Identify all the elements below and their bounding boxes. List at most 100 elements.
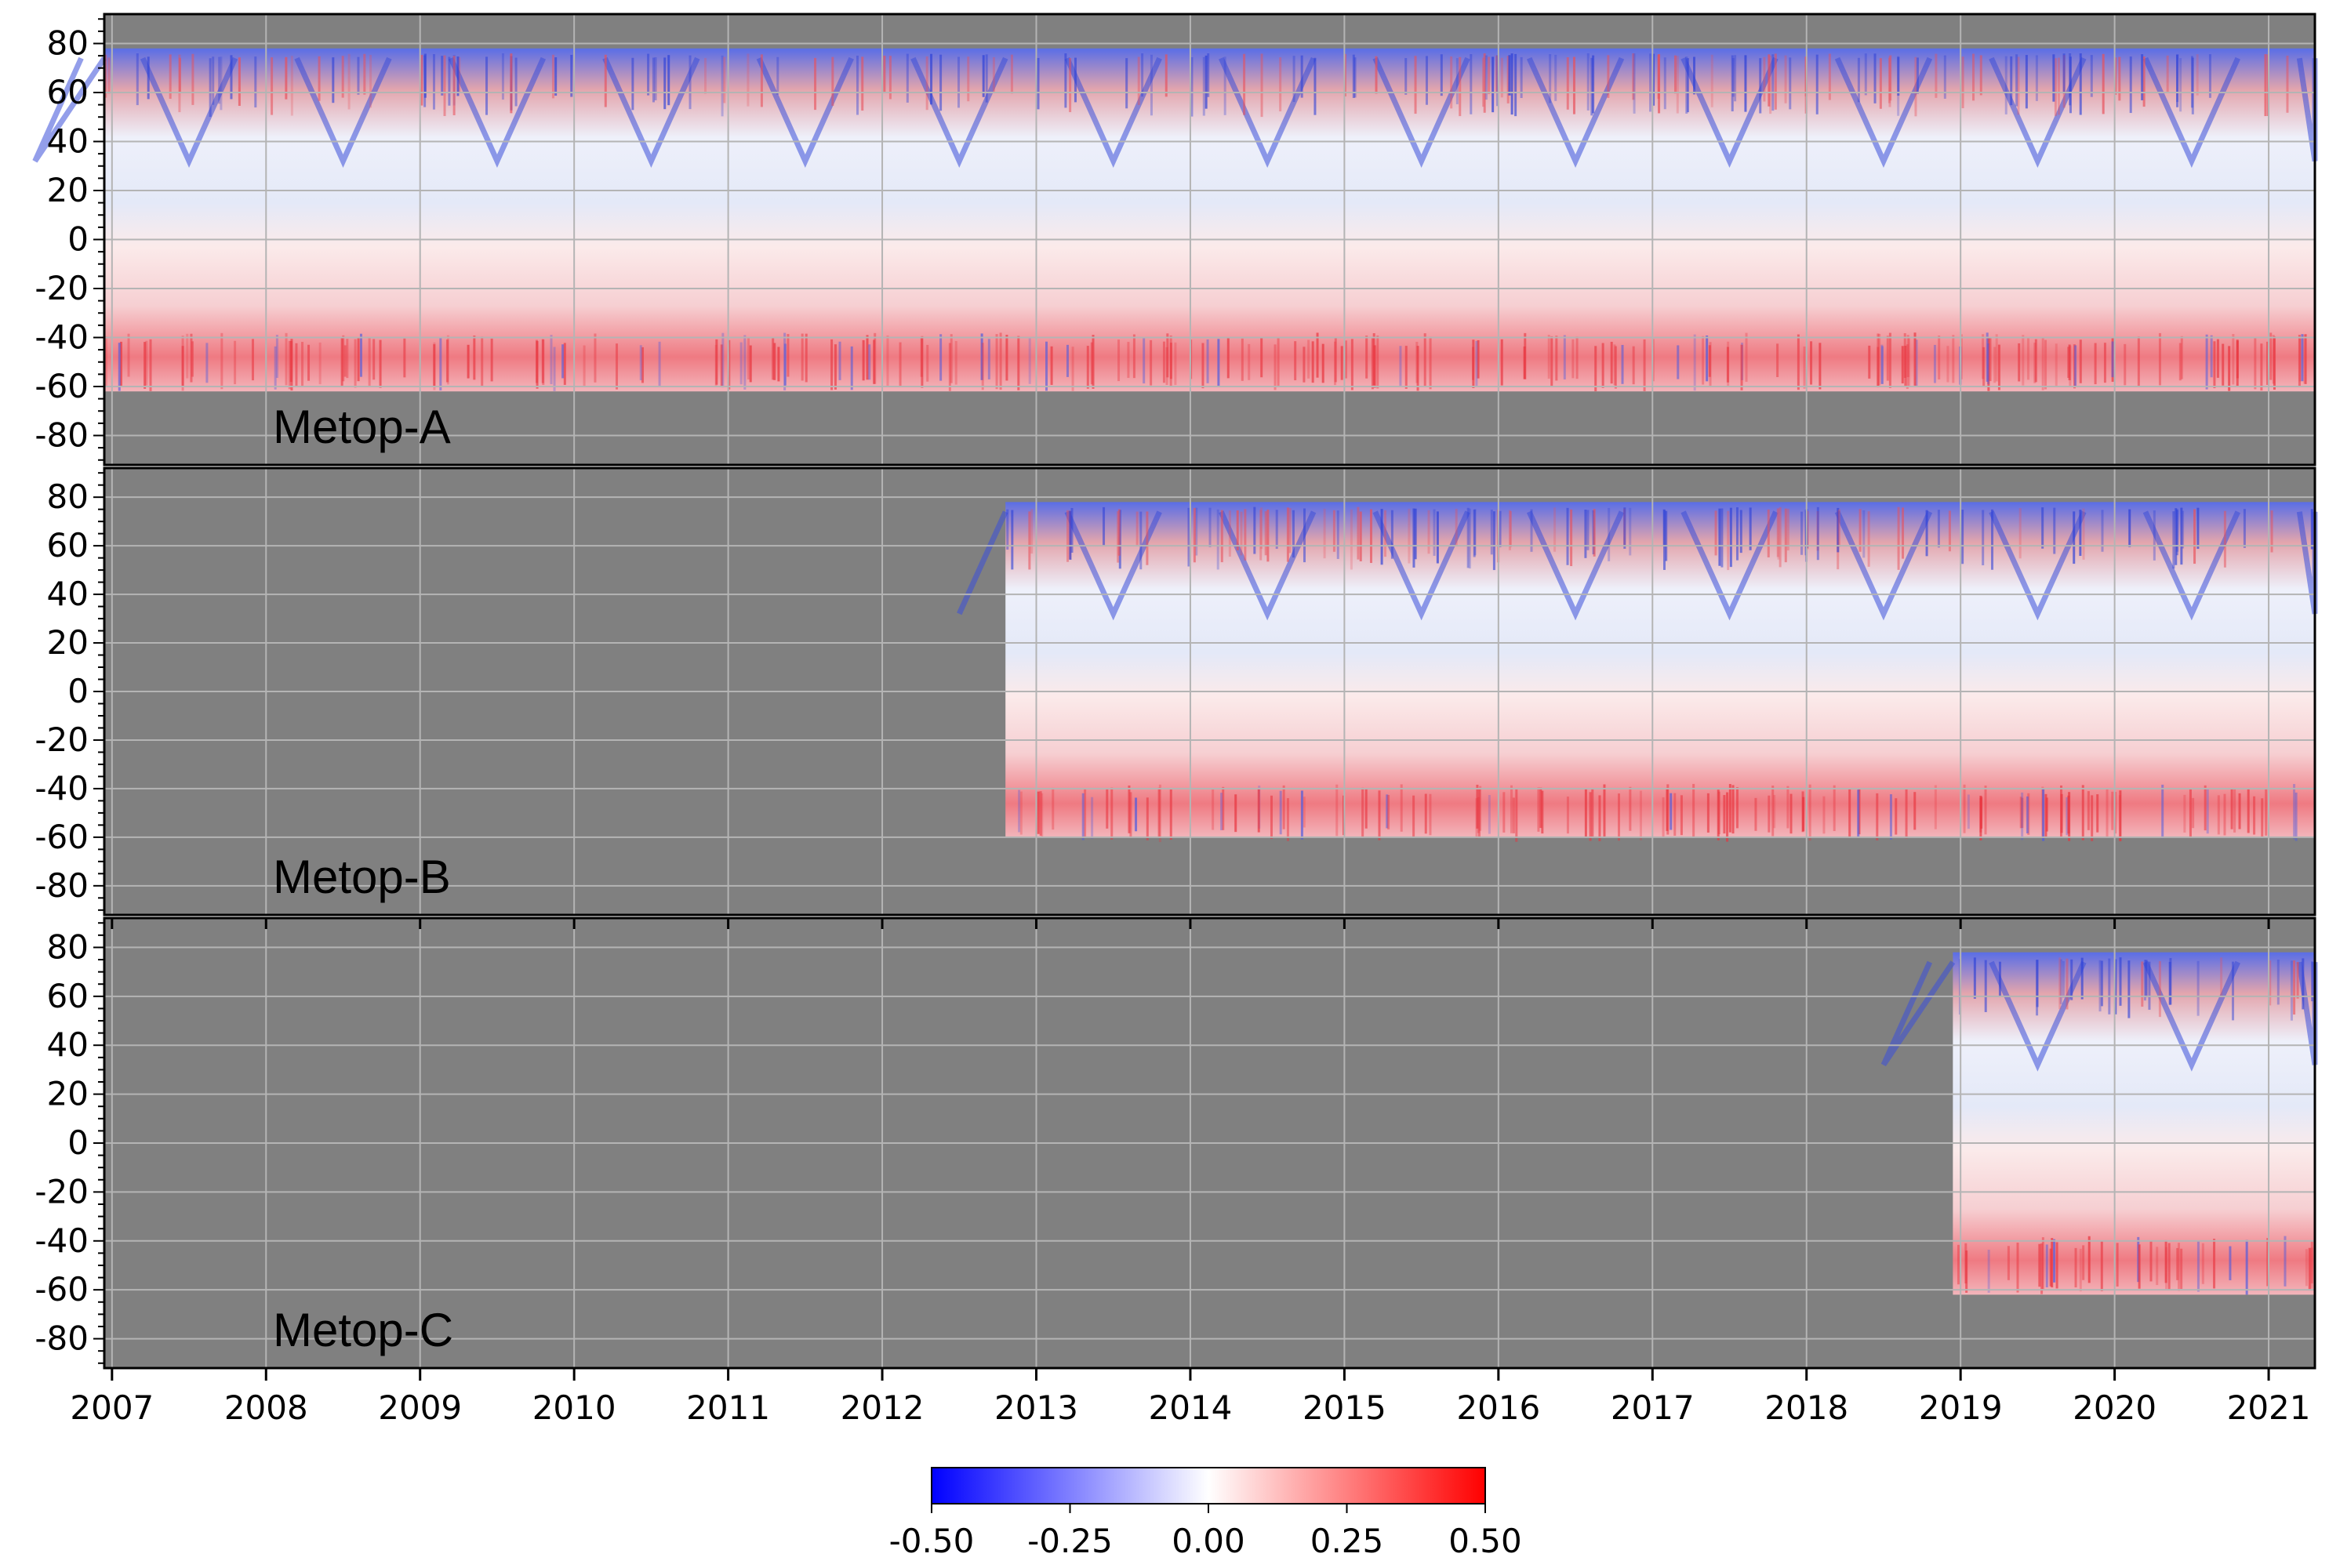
heatmap-cell: [2036, 960, 2039, 1007]
heatmap-cell: [441, 56, 444, 96]
heatmap-cell: [1041, 793, 1044, 837]
heatmap-cell: [234, 340, 237, 385]
heatmap-field: [1005, 502, 2315, 837]
x-tick-label: 2010: [532, 1388, 616, 1427]
heatmap-cell: [1789, 57, 1792, 110]
heatmap-cell: [2041, 507, 2044, 549]
heatmap-cell: [1774, 53, 1777, 110]
heatmap-cell: [1106, 788, 1109, 829]
heatmap-cell: [1987, 343, 1990, 385]
y-tick-label: 40: [47, 575, 89, 613]
heatmap-cell: [1816, 511, 1819, 551]
heatmap-cell: [1995, 334, 1998, 382]
heatmap-cell: [1292, 56, 1295, 102]
y-tick-label: 0: [67, 672, 89, 710]
heatmap-cell: [1530, 509, 1533, 552]
heatmap-cell: [1500, 57, 1503, 98]
panel-label-metop-a: Metop-A: [273, 401, 451, 453]
heatmap-cell: [939, 334, 943, 381]
heatmap-cell: [2193, 509, 2196, 564]
heatmap-cell: [2040, 1243, 2044, 1294]
heatmap-cell: [288, 340, 291, 390]
heatmap-cell: [1584, 510, 1587, 558]
heatmap-cell: [1686, 58, 1689, 113]
heatmap-cell: [118, 343, 121, 391]
y-tick-label: -20: [35, 269, 89, 307]
heatmap-cell: [2057, 57, 2060, 115]
heatmap-cell: [1350, 339, 1353, 390]
heatmap-cell: [1652, 53, 1655, 106]
heatmap-cell: [2091, 795, 2094, 841]
heatmap-cell: [1745, 332, 1748, 383]
heatmap-cell: [1658, 54, 1661, 114]
heatmap-cell: [1512, 797, 1515, 833]
heatmap-cell: [1541, 790, 1544, 834]
heatmap-cell: [1019, 791, 1023, 835]
heatmap-cell: [2156, 1247, 2159, 1286]
heatmap-cell: [883, 56, 886, 93]
heatmap-cell: [1135, 511, 1139, 546]
heatmap-cell: [2069, 56, 2072, 114]
heatmap-cell: [899, 342, 902, 387]
heatmap-cell: [2210, 335, 2213, 378]
heatmap-cell: [1492, 56, 1495, 113]
heatmap-cell: [1888, 56, 1891, 107]
heatmap-cell: [1477, 339, 1480, 379]
heatmap-cell: [654, 57, 657, 100]
heatmap-cell: [1141, 53, 1144, 97]
heatmap-cell: [783, 332, 787, 390]
heatmap-cell: [1563, 335, 1566, 379]
heatmap-cell: [1897, 506, 1900, 570]
heatmap-cell: [1510, 53, 1513, 115]
y-tick-label: -60: [35, 367, 89, 405]
heatmap-cell: [107, 57, 111, 94]
heatmap-cell: [205, 343, 209, 383]
heatmap-cell: [948, 343, 951, 391]
heatmap-cell: [967, 56, 970, 102]
heatmap-cell: [1386, 794, 1389, 829]
heatmap-cell: [1372, 333, 1375, 386]
heatmap-cell: [2261, 798, 2264, 838]
heatmap-cell: [1982, 510, 1985, 566]
heatmap-cell: [2074, 345, 2077, 387]
heatmap-cell: [639, 345, 642, 381]
heatmap-cell: [354, 339, 357, 388]
heatmap-cell: [1613, 344, 1616, 386]
heatmap-cell: [1720, 508, 1724, 568]
heatmap-cell: [749, 345, 752, 383]
heatmap-cell: [1610, 341, 1613, 384]
heatmap-cell: [1364, 788, 1368, 829]
heatmap-cell: [1706, 335, 1709, 382]
heatmap-cell: [2164, 1240, 2167, 1283]
heatmap-cell: [1731, 58, 1735, 97]
heatmap-cell: [218, 56, 221, 104]
heatmap-cell: [1244, 509, 1247, 561]
heatmap-cell: [1961, 510, 1964, 564]
heatmap-cell: [1064, 53, 1067, 108]
heatmap-cell: [2247, 788, 2250, 833]
heatmap-cell: [1069, 510, 1072, 560]
heatmap-cell: [1429, 793, 1432, 836]
heatmap-cell: [2180, 1248, 2183, 1289]
heatmap-cell: [2232, 961, 2235, 1021]
x-tick-label: 2018: [1764, 1388, 1848, 1427]
heatmap-cell: [1864, 53, 1867, 96]
x-tick-label: 2012: [841, 1388, 925, 1427]
heatmap-cell: [1334, 337, 1337, 383]
heatmap-cell: [2049, 1248, 2052, 1287]
heatmap-cell: [1991, 509, 1994, 570]
heatmap-cell: [1166, 333, 1169, 378]
heatmap-cell: [1323, 508, 1326, 559]
heatmap-cell: [1195, 507, 1198, 556]
heatmap-cell: [1204, 55, 1208, 109]
heatmap-cell: [1313, 57, 1317, 115]
heatmap-cell: [1361, 787, 1364, 838]
heatmap-cell: [862, 339, 865, 381]
heatmap-cell: [2183, 794, 2186, 833]
heatmap-cell: [2128, 509, 2131, 547]
colorbar-tick-label: -0.50: [889, 1522, 975, 1560]
heatmap-cell: [1483, 53, 1486, 113]
heatmap-cell: [1880, 344, 1884, 384]
heatmap-cell: [104, 336, 107, 387]
heatmap-cell: [178, 57, 181, 93]
